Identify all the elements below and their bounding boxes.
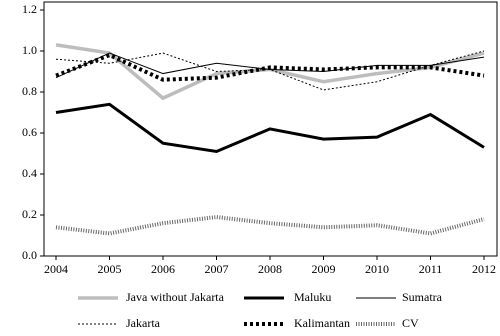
x-tick-label: 2006 <box>151 262 175 276</box>
y-tick-label: 0.2 <box>22 207 37 221</box>
series-line <box>55 52 485 79</box>
x-tick-label: 2007 <box>205 262 229 276</box>
y-tick-label: 1.0 <box>22 43 37 57</box>
legend-label: Maluku <box>294 290 331 304</box>
legend-label: Sumatra <box>402 290 443 304</box>
series-line <box>55 43 485 101</box>
x-tick-label: 2011 <box>419 262 443 276</box>
y-tick-label: 0.4 <box>22 166 37 180</box>
y-tick-label: 1.2 <box>22 2 37 16</box>
x-tick-label: 2005 <box>98 262 122 276</box>
x-tick-label: 2009 <box>312 262 336 276</box>
y-tick-label: 0.6 <box>22 125 37 139</box>
legend-label: Kalimantan <box>294 316 350 330</box>
legend-label: Java without Jakarta <box>126 290 225 304</box>
x-tick-label: 2012 <box>472 262 496 276</box>
legend-label: CV <box>402 316 419 330</box>
y-tick-label: 0.8 <box>22 84 37 98</box>
y-tick-label: 0.0 <box>22 248 37 262</box>
x-tick-label: 2008 <box>258 262 282 276</box>
x-tick-label: 2010 <box>365 262 389 276</box>
series-line <box>55 102 485 153</box>
legend-label: Jakarta <box>126 316 161 330</box>
x-tick-label: 2004 <box>44 262 68 276</box>
series-line <box>55 52 485 82</box>
series-line <box>55 215 485 236</box>
